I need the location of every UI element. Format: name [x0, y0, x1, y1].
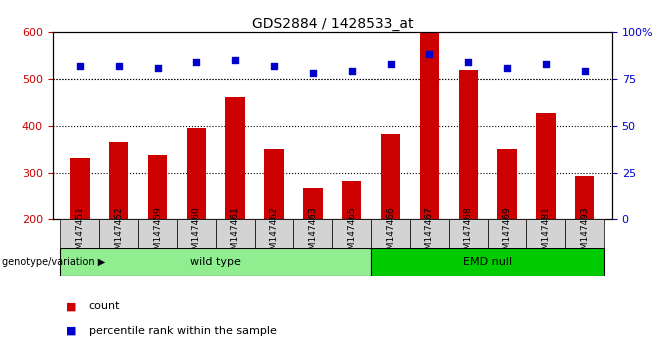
Text: genotype/variation ▶: genotype/variation ▶ [2, 257, 105, 267]
Text: ■: ■ [66, 326, 76, 336]
Text: GSM147451: GSM147451 [75, 206, 84, 261]
Bar [61, 219, 99, 248]
Bar [420, 33, 439, 219]
Bar [187, 128, 206, 219]
Bar [293, 219, 332, 248]
Bar [526, 219, 565, 248]
Bar [255, 219, 293, 248]
Bar [61, 248, 371, 276]
Bar [449, 219, 488, 248]
Text: GSM147466: GSM147466 [386, 206, 395, 261]
Bar [410, 219, 449, 248]
Bar [265, 149, 284, 219]
Text: GSM147469: GSM147469 [503, 206, 511, 261]
Text: GSM147462: GSM147462 [270, 206, 278, 261]
Point [307, 70, 318, 76]
Point [113, 63, 124, 68]
Bar [177, 219, 216, 248]
Point [386, 61, 396, 67]
Bar [371, 219, 410, 248]
Bar [459, 70, 478, 219]
Text: wild type: wild type [190, 257, 241, 267]
Text: ■: ■ [66, 301, 76, 311]
Point [74, 63, 85, 68]
Text: GSM147460: GSM147460 [192, 206, 201, 261]
Point [580, 68, 590, 74]
Bar [488, 219, 526, 248]
Point [347, 68, 357, 74]
Bar [303, 188, 322, 219]
Bar [381, 134, 400, 219]
Point [502, 65, 513, 70]
Text: GSM147459: GSM147459 [153, 206, 162, 261]
Text: GSM147465: GSM147465 [347, 206, 356, 261]
Text: GSM147467: GSM147467 [425, 206, 434, 261]
Text: EMD null: EMD null [463, 257, 512, 267]
Point [152, 65, 163, 70]
Point [424, 52, 435, 57]
Text: GSM147493: GSM147493 [580, 206, 590, 261]
Bar [148, 155, 167, 219]
Bar [536, 113, 555, 219]
Point [463, 59, 474, 65]
Bar [565, 219, 604, 248]
Text: GSM147468: GSM147468 [464, 206, 472, 261]
Bar [216, 219, 255, 248]
Text: percentile rank within the sample: percentile rank within the sample [89, 326, 277, 336]
Bar [497, 149, 517, 219]
Bar [342, 181, 361, 219]
Bar [70, 158, 89, 219]
Bar [138, 219, 177, 248]
Text: GSM147481: GSM147481 [542, 206, 550, 261]
Bar [226, 97, 245, 219]
Text: GSM147461: GSM147461 [231, 206, 240, 261]
Text: GSM147463: GSM147463 [309, 206, 317, 261]
Point [268, 63, 279, 68]
Bar [109, 142, 128, 219]
Point [230, 57, 240, 63]
Point [541, 61, 551, 67]
Text: count: count [89, 301, 120, 311]
Bar [371, 248, 604, 276]
Bar [575, 176, 594, 219]
Bar [99, 219, 138, 248]
Point [191, 59, 201, 65]
Bar [332, 219, 371, 248]
Text: GSM147452: GSM147452 [114, 206, 123, 261]
Title: GDS2884 / 1428533_at: GDS2884 / 1428533_at [251, 17, 413, 31]
